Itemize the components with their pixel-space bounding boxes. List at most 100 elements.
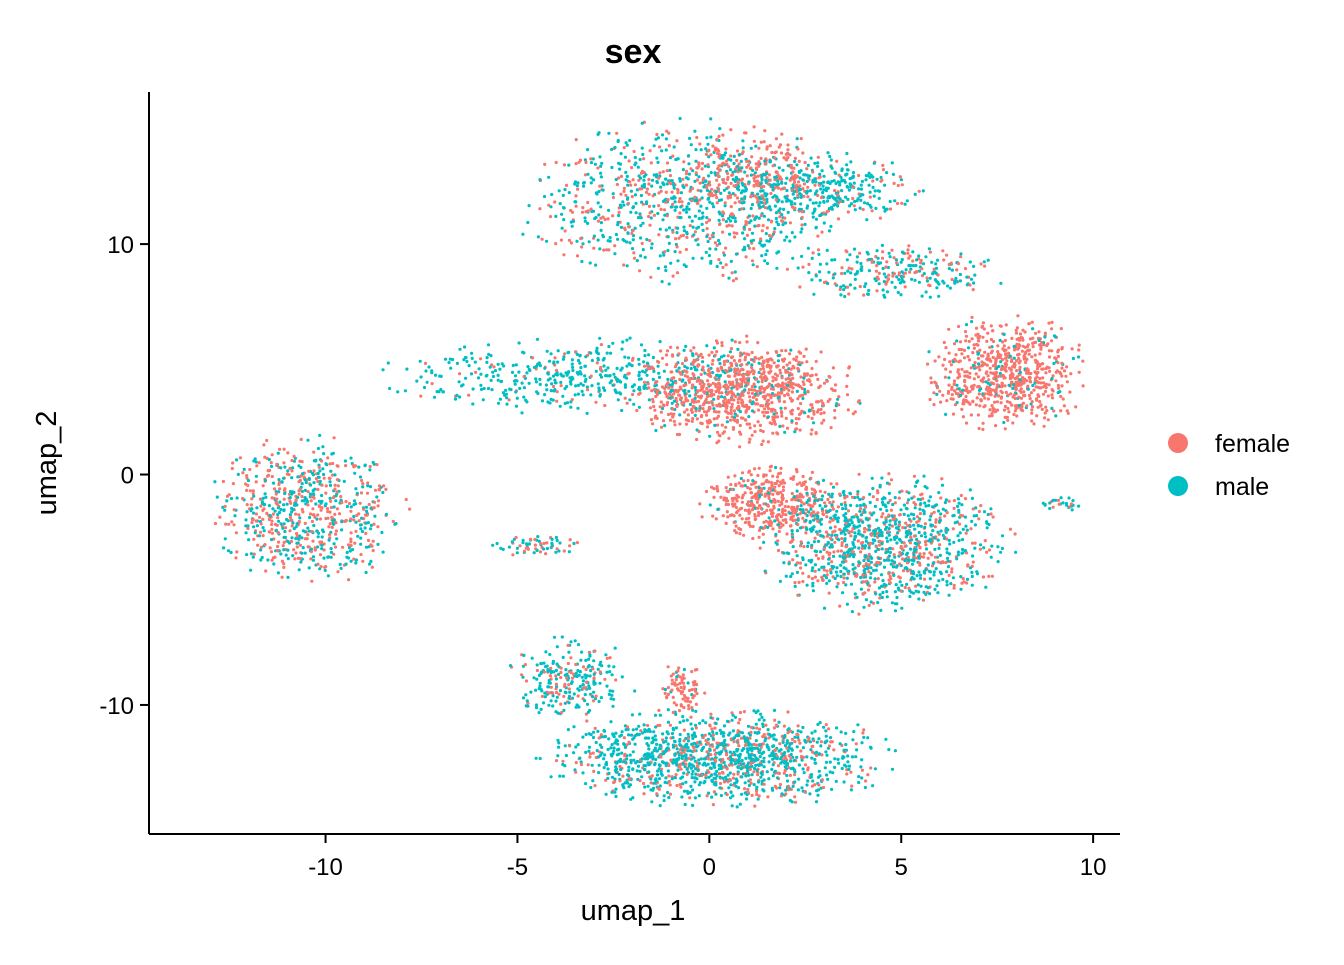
point-female	[751, 524, 755, 529]
point-female	[895, 261, 899, 265]
point-female	[722, 162, 726, 166]
point-female	[700, 167, 704, 171]
point-female	[1009, 359, 1014, 363]
point-female	[282, 447, 286, 451]
point-male	[905, 199, 909, 203]
point-male	[785, 199, 789, 203]
point-male	[663, 213, 667, 217]
point-female	[1015, 375, 1020, 379]
point-female	[792, 180, 797, 184]
point-male	[439, 387, 443, 392]
point-female	[793, 156, 798, 160]
point-female	[919, 261, 923, 265]
point-male	[635, 188, 640, 192]
point-male	[255, 506, 259, 510]
point-female	[295, 531, 299, 536]
point-male	[625, 143, 629, 147]
point-female	[1036, 363, 1040, 367]
point-male	[853, 277, 857, 281]
point-female	[821, 512, 826, 517]
point-male	[268, 514, 272, 518]
point-male	[944, 412, 948, 416]
point-male	[633, 226, 637, 230]
point-female	[371, 539, 375, 543]
point-male	[712, 346, 716, 350]
point-female	[809, 432, 813, 436]
point-male	[681, 378, 685, 382]
point-male	[865, 218, 869, 222]
point-female	[752, 482, 756, 486]
point-female	[256, 543, 260, 547]
point-male	[301, 529, 305, 533]
point-female	[313, 546, 317, 550]
point-male	[658, 340, 662, 344]
point-male	[795, 513, 799, 517]
point-female	[310, 579, 314, 583]
point-female	[851, 185, 855, 189]
point-male	[520, 381, 524, 385]
point-female	[270, 453, 274, 457]
point-male	[872, 161, 876, 165]
point-male	[297, 568, 301, 572]
point-male	[526, 220, 530, 225]
point-female	[734, 524, 738, 528]
point-female	[1017, 395, 1021, 399]
point-female	[941, 249, 945, 253]
point-male	[245, 553, 249, 557]
point-female	[741, 375, 746, 379]
point-male	[578, 361, 582, 365]
point-female	[619, 174, 624, 178]
point-female	[993, 363, 997, 367]
point-male	[640, 121, 644, 125]
point-male	[625, 364, 629, 368]
point-female	[611, 214, 615, 218]
point-male	[805, 179, 809, 184]
point-male	[927, 247, 932, 251]
point-male	[381, 490, 385, 495]
point-female	[675, 346, 680, 350]
point-male	[569, 378, 573, 383]
point-male	[839, 285, 843, 289]
point-female	[1052, 409, 1056, 413]
point-male	[681, 184, 685, 188]
point-male	[825, 248, 829, 252]
point-male	[615, 379, 620, 383]
point-male	[859, 198, 863, 202]
point-male	[396, 390, 400, 394]
point-female	[695, 166, 699, 170]
point-male	[545, 239, 549, 243]
point-male	[321, 445, 325, 449]
point-female	[986, 331, 990, 335]
point-female	[944, 346, 948, 350]
point-female	[801, 474, 805, 479]
point-male	[799, 195, 803, 199]
point-male	[535, 337, 540, 341]
point-female	[723, 397, 727, 401]
point-male	[626, 231, 630, 235]
point-female	[710, 191, 714, 195]
point-female	[685, 235, 689, 239]
point-male	[731, 177, 735, 181]
point-male	[589, 351, 593, 355]
point-male	[741, 189, 745, 193]
point-male	[562, 206, 566, 210]
point-male	[513, 374, 518, 378]
point-female	[642, 157, 646, 161]
point-female	[699, 372, 703, 377]
point-female	[674, 381, 678, 385]
point-male	[708, 434, 712, 438]
point-male	[803, 390, 807, 395]
point-male	[643, 348, 647, 353]
point-male	[629, 210, 633, 214]
point-male	[733, 270, 737, 274]
point-female	[995, 383, 1000, 387]
point-female	[722, 498, 726, 502]
point-female	[752, 183, 756, 188]
point-female	[294, 551, 298, 555]
point-male	[663, 265, 668, 269]
point-male	[724, 219, 729, 224]
point-female	[680, 362, 685, 366]
point-female	[254, 519, 258, 523]
point-female	[1021, 401, 1025, 405]
point-male	[733, 219, 738, 224]
